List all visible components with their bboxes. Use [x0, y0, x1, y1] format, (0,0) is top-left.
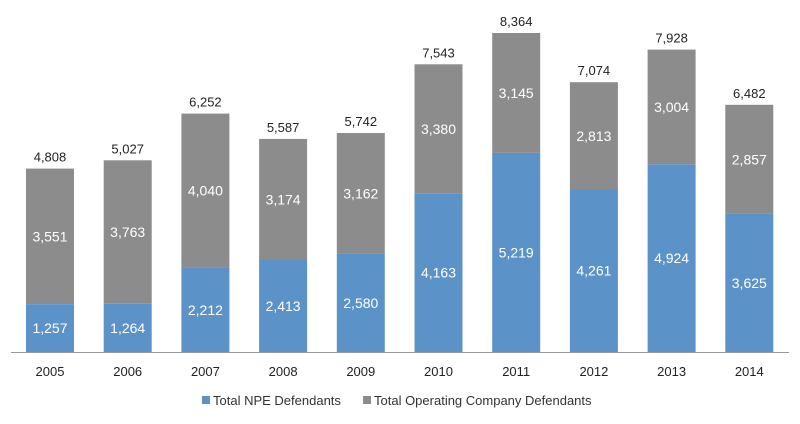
total-label-2011: 8,364 — [500, 14, 533, 29]
x-tick-2005: 2005 — [36, 364, 65, 379]
bar-npe-2007 — [181, 267, 230, 352]
bar-operating-2008 — [259, 138, 308, 260]
bar-npe-2012 — [569, 189, 618, 352]
total-label-2009: 5,742 — [345, 114, 378, 129]
x-tick-2013: 2013 — [657, 364, 686, 379]
data-label-npe-2007: 2,212 — [188, 302, 223, 318]
bar-npe-2009 — [336, 253, 385, 352]
data-label-operating-2013: 3,004 — [654, 99, 689, 115]
data-label-npe-2014: 3,625 — [732, 275, 767, 291]
bar-npe-2011 — [492, 152, 541, 352]
bar-operating-2006 — [103, 160, 152, 304]
bar-npe-2010 — [414, 193, 463, 352]
x-tick-2009: 2009 — [346, 364, 375, 379]
total-label-2012: 7,074 — [578, 63, 611, 78]
bar-operating-2007 — [181, 113, 230, 268]
bar-npe-2005 — [26, 304, 74, 352]
data-label-operating-2010: 3,380 — [421, 121, 456, 137]
x-tick-labels: 2005 2006 2007 2008 2009 2010 2011 2012 2013 2014 — [36, 364, 764, 379]
bar-operating-2013 — [647, 49, 696, 165]
x-tick-2006: 2006 — [113, 364, 142, 379]
data-label-operating-2007: 4,040 — [188, 183, 223, 199]
total-label-2013: 7,928 — [655, 31, 688, 46]
data-label-operating-2012: 2,813 — [576, 128, 611, 144]
data-label-npe-2011: 5,219 — [499, 245, 534, 261]
total-label-2006: 5,027 — [111, 141, 144, 156]
x-tick-2012: 2012 — [579, 364, 608, 379]
bar-npe-2006 — [103, 303, 152, 352]
data-label-operating-2014: 2,857 — [732, 151, 767, 167]
data-label-operating-2008: 3,174 — [266, 191, 301, 207]
total-label-2005: 4,808 — [34, 150, 67, 165]
bar-npe-2008 — [259, 260, 308, 352]
bar-operating-2012 — [569, 82, 618, 190]
data-label-operating-2009: 3,162 — [343, 185, 378, 201]
data-label-operating-2011: 3,145 — [499, 85, 534, 101]
data-label-npe-2008: 2,413 — [266, 298, 301, 314]
legend-label-operating: Total Operating Company Defendants — [374, 393, 592, 408]
total-label-2014: 6,482 — [733, 86, 766, 101]
data-label-npe-2012: 4,261 — [576, 263, 611, 279]
bar-group: 1,257 3,551 4,808 1,264 3,763 5,027 2,212 4,040… — [26, 14, 774, 352]
bar-operating-2011 — [492, 33, 541, 153]
legend-label-npe: Total NPE Defendants — [213, 393, 341, 408]
data-label-operating-2005: 3,551 — [32, 228, 67, 244]
data-label-npe-2005: 1,257 — [32, 320, 67, 336]
data-label-npe-2009: 2,580 — [343, 295, 378, 311]
x-tick-2008: 2008 — [269, 364, 298, 379]
bar-npe-2014 — [725, 213, 774, 352]
total-label-2010: 7,543 — [422, 45, 455, 60]
legend: Total NPE Defendants Total Operating Comp… — [202, 393, 592, 408]
x-tick-2011: 2011 — [502, 364, 530, 379]
data-label-operating-2006: 3,763 — [110, 224, 145, 240]
legend-swatch-npe — [202, 396, 210, 404]
data-label-npe-2013: 4,924 — [654, 250, 689, 266]
bar-operating-2014 — [725, 104, 774, 214]
bar-operating-2005 — [26, 168, 74, 304]
bar-npe-2013 — [647, 164, 696, 352]
bar-operating-2009 — [336, 133, 385, 254]
total-label-2008: 5,587 — [267, 120, 300, 135]
total-label-2007: 6,252 — [189, 95, 222, 110]
x-tick-2007: 2007 — [191, 364, 220, 379]
x-tick-2010: 2010 — [424, 364, 453, 379]
data-label-npe-2010: 4,163 — [421, 265, 456, 281]
bar-operating-2010 — [414, 64, 463, 194]
x-tick-2014: 2014 — [735, 364, 764, 379]
legend-swatch-operating — [363, 396, 371, 404]
data-label-npe-2006: 1,264 — [110, 320, 145, 336]
